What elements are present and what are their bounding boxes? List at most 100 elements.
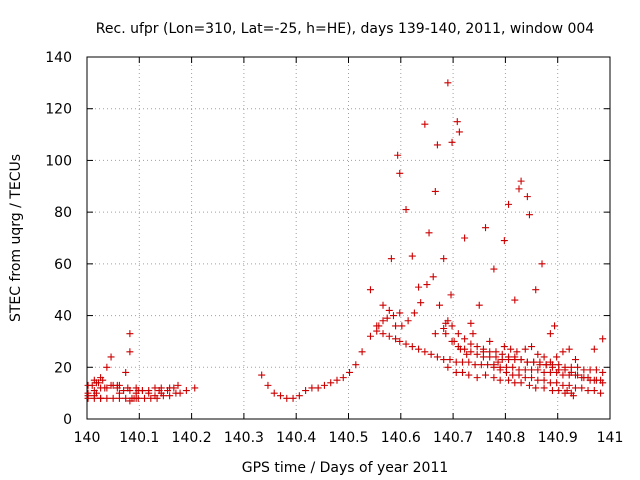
y-tick-label: 80 <box>54 205 72 221</box>
x-tick-label: 140.2 <box>172 430 212 446</box>
data-point <box>389 312 397 320</box>
data-point <box>172 389 180 397</box>
data-point <box>417 299 425 307</box>
data-point <box>145 387 153 395</box>
data-point <box>415 345 423 353</box>
data-point <box>151 384 159 392</box>
data-point <box>126 330 134 338</box>
data-point <box>523 358 531 366</box>
y-tick-label: 60 <box>54 257 72 273</box>
data-point <box>555 366 563 374</box>
data-point <box>453 118 461 126</box>
data-point <box>408 252 416 260</box>
data-point <box>115 381 123 389</box>
data-point <box>447 291 455 299</box>
data-point <box>538 260 546 268</box>
data-point <box>120 387 128 395</box>
x-tick-label: 140.8 <box>485 430 525 446</box>
data-point <box>404 317 412 325</box>
data-point <box>540 376 548 384</box>
data-point <box>455 128 463 136</box>
data-point <box>513 348 521 356</box>
data-point <box>599 368 607 376</box>
x-tick-label: 140.9 <box>538 430 578 446</box>
data-point <box>523 193 531 201</box>
data-point <box>559 381 567 389</box>
data-point <box>109 381 117 389</box>
x-tick-label: 141 <box>597 430 624 446</box>
data-point <box>482 371 490 379</box>
data-point <box>467 348 475 356</box>
data-point <box>333 376 341 384</box>
data-point <box>525 211 533 219</box>
data-point <box>517 177 525 185</box>
data-points <box>84 79 607 405</box>
data-point <box>396 169 404 177</box>
data-point <box>567 368 575 376</box>
data-point <box>517 379 525 387</box>
data-point <box>599 335 607 343</box>
data-point <box>578 384 586 392</box>
data-point <box>511 296 519 304</box>
data-point <box>559 371 567 379</box>
data-point <box>392 322 400 330</box>
data-point <box>599 379 607 387</box>
data-point <box>494 358 502 366</box>
data-point <box>264 381 272 389</box>
data-point <box>546 368 554 376</box>
data-point <box>166 392 174 400</box>
data-point <box>473 350 481 358</box>
data-point <box>496 366 504 374</box>
data-point <box>452 358 460 366</box>
data-point <box>509 371 517 379</box>
data-point <box>521 374 529 382</box>
data-point <box>580 366 588 374</box>
data-point <box>392 335 400 343</box>
data-point <box>358 348 366 356</box>
data-point <box>467 340 475 348</box>
data-point <box>473 343 481 351</box>
x-axis-label: GPS time / Days of year 2011 <box>242 460 449 476</box>
data-point <box>559 348 567 356</box>
data-point <box>477 361 485 369</box>
data-point <box>528 343 536 351</box>
data-point <box>482 224 490 232</box>
data-point <box>542 361 550 369</box>
data-point <box>444 363 452 371</box>
data-point <box>421 348 429 356</box>
data-point <box>88 381 96 389</box>
data-point <box>166 384 174 392</box>
axis-ticks <box>86 56 611 420</box>
data-point <box>394 151 402 159</box>
data-point <box>433 141 441 149</box>
data-point <box>486 348 494 356</box>
data-point <box>534 366 542 374</box>
data-point <box>448 322 456 330</box>
data-point <box>561 366 569 374</box>
data-point <box>580 374 588 382</box>
data-point <box>440 356 448 364</box>
data-point <box>90 394 98 402</box>
data-point <box>509 363 517 371</box>
data-point <box>182 387 190 395</box>
data-point <box>592 376 600 384</box>
y-tick-label: 40 <box>54 309 72 325</box>
data-point <box>511 353 519 361</box>
data-point <box>540 368 548 376</box>
data-point <box>590 387 598 395</box>
data-point <box>103 363 111 371</box>
data-point <box>565 381 573 389</box>
data-point <box>484 361 492 369</box>
data-point <box>442 330 450 338</box>
data-point <box>454 330 462 338</box>
y-axis-label: STEC from uqrg / TECUs <box>8 154 24 322</box>
data-point <box>592 366 600 374</box>
data-point <box>546 330 554 338</box>
data-point <box>396 337 404 345</box>
data-point <box>590 345 598 353</box>
data-point <box>314 384 322 392</box>
data-point <box>385 332 393 340</box>
data-point <box>471 361 479 369</box>
data-point <box>431 187 439 195</box>
data-point <box>546 358 554 366</box>
